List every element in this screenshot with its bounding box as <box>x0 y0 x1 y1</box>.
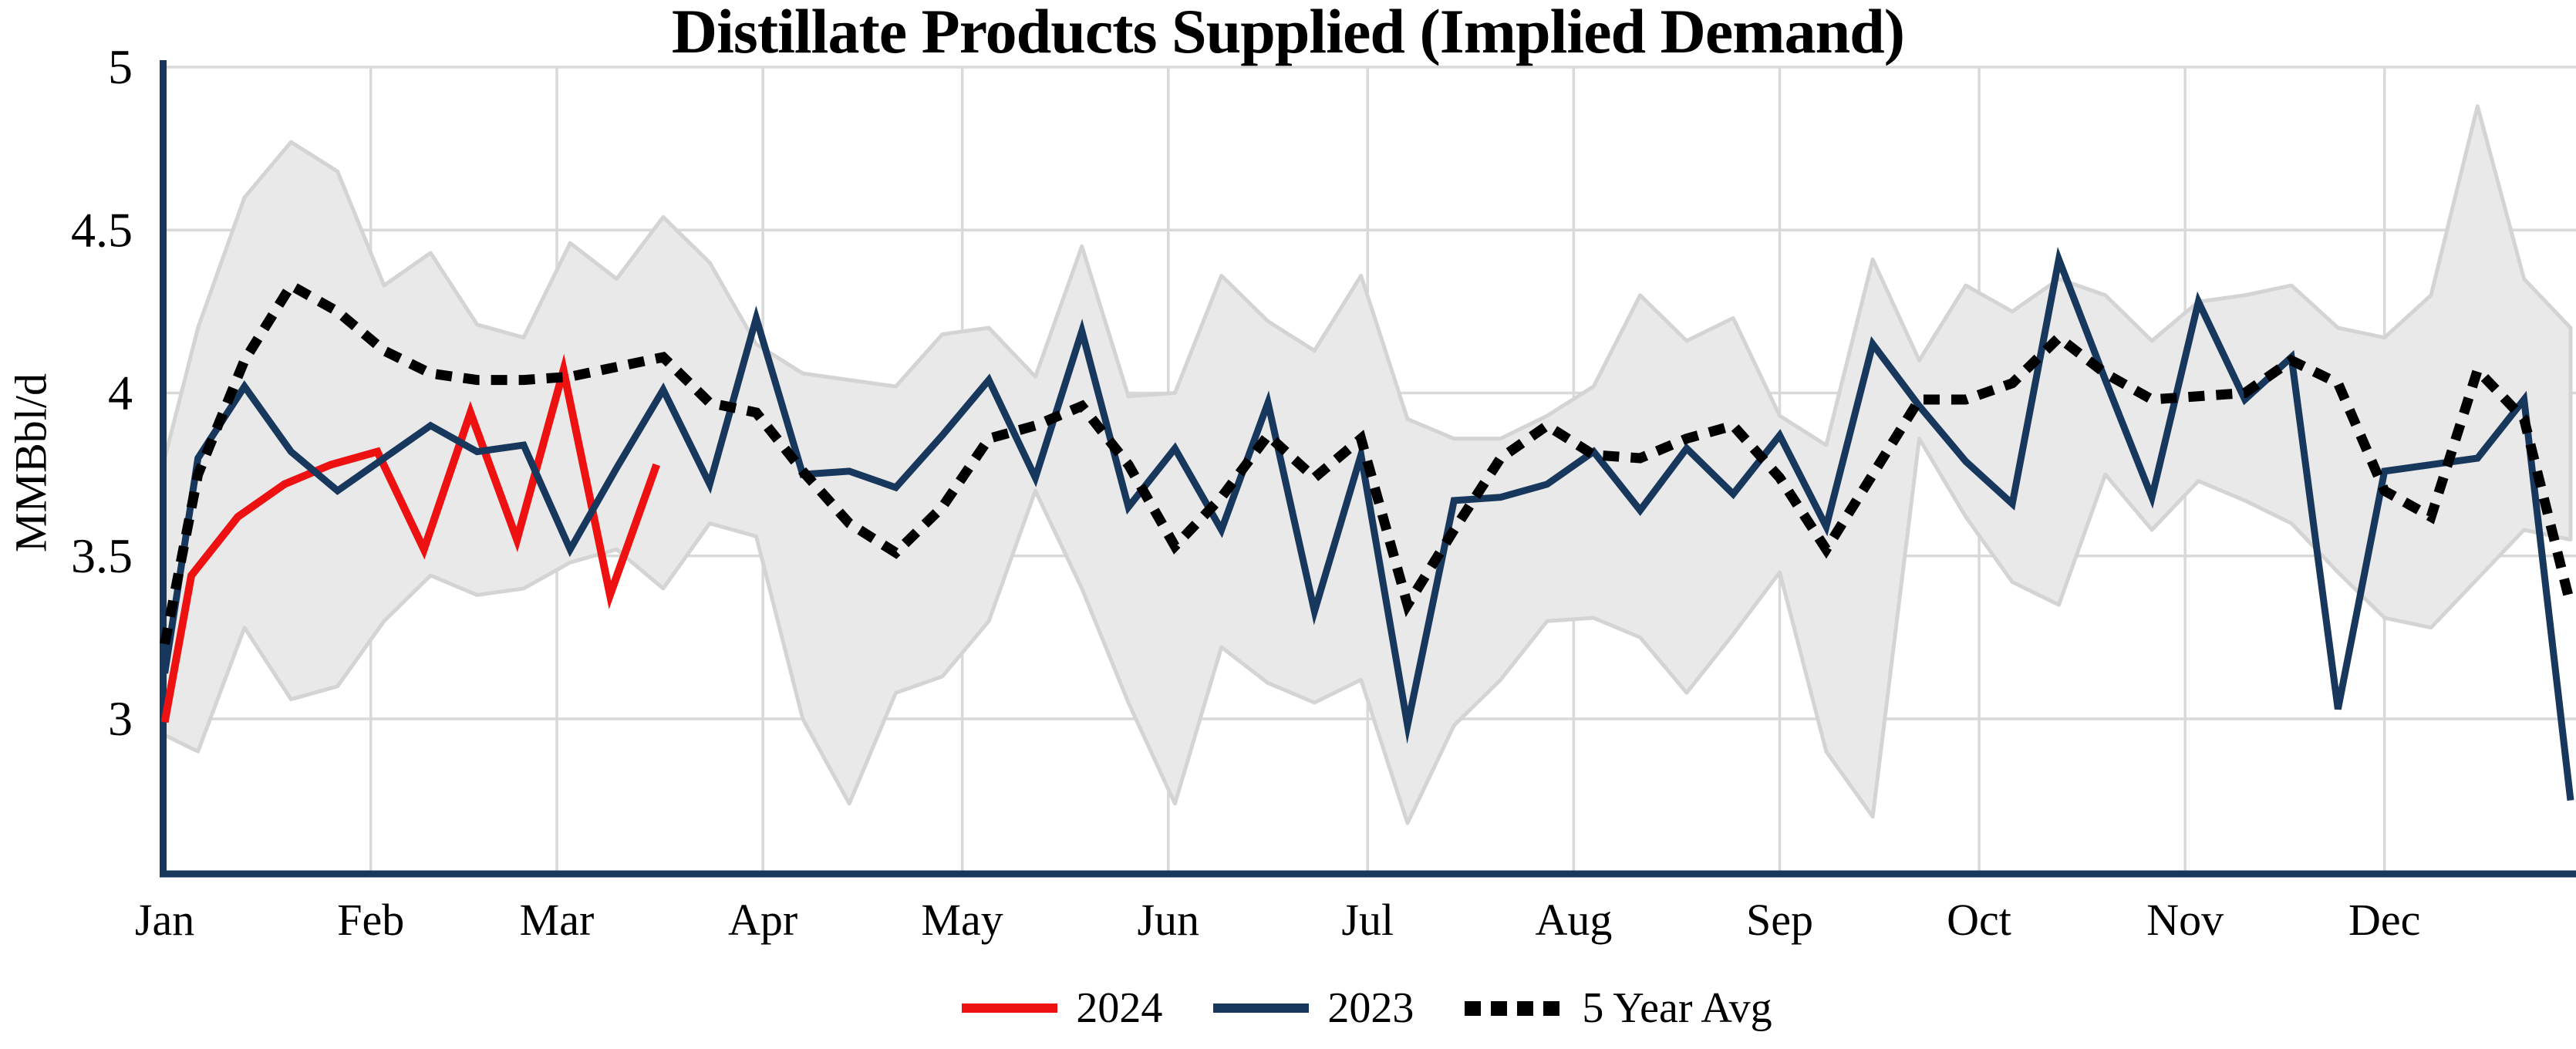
x-tick-label: May <box>921 895 1003 945</box>
x-tick-label: Oct <box>1947 895 2011 945</box>
x-tick-label: Mar <box>520 895 595 945</box>
five-year-avg-line <box>160 278 2576 646</box>
x-tick-label: Apr <box>728 895 797 945</box>
series-2023-line <box>161 246 2574 801</box>
x-tick-label: Jun <box>1137 895 1199 945</box>
legend: 2024 2023 5 Year Avg <box>158 973 2576 1043</box>
y-tick-label: 3 <box>108 691 133 746</box>
y-tick-label: 3.5 <box>71 528 133 583</box>
x-tick-label: Dec <box>2348 895 2420 945</box>
legend-item-5yr-avg: 5 Year Avg <box>1465 987 1772 1030</box>
legend-item-2023: 2023 <box>1213 987 1414 1030</box>
y-tick-label: 4.5 <box>71 202 133 257</box>
y-tick-label: 4 <box>108 366 133 420</box>
x-tick-label: Feb <box>337 895 404 945</box>
legend-label-2024: 2024 <box>1076 984 1163 1032</box>
legend-swatch-2023 <box>1213 1003 1310 1013</box>
x-tick-label: Nov <box>2146 895 2224 945</box>
legend-label-5yr-avg: 5 Year Avg <box>1582 984 1772 1032</box>
series-2024-line <box>160 353 660 724</box>
x-tick-label: Jan <box>135 895 194 945</box>
chart-title: Distillate Products Supplied (Implied De… <box>671 0 1905 66</box>
x-tick-label: Sep <box>1746 895 1813 945</box>
legend-swatch-5yr-avg-dotted <box>1465 1000 1564 1016</box>
x-tick-label: Jul <box>1341 895 1394 945</box>
y-tick-label: 5 <box>108 39 133 94</box>
x-tick-label: Aug <box>1535 895 1612 945</box>
legend-swatch-2024 <box>962 1003 1058 1013</box>
legend-item-2024: 2024 <box>962 987 1162 1030</box>
legend-label-2023: 2023 <box>1327 984 1414 1032</box>
